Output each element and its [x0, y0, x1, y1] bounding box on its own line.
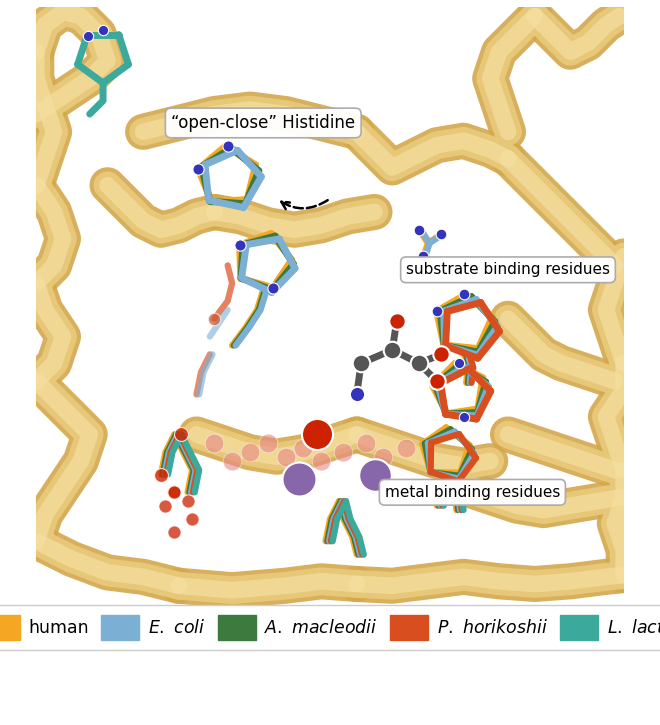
FancyArrowPatch shape	[281, 200, 327, 209]
Point	[193, 163, 203, 175]
Point	[360, 438, 371, 450]
Point	[312, 428, 322, 440]
Point	[209, 313, 220, 325]
Point	[280, 451, 291, 463]
Point	[187, 513, 197, 525]
Text: substrate binding residues: substrate binding residues	[406, 262, 610, 277]
Point	[263, 438, 273, 450]
Point	[351, 389, 362, 400]
Text: metal binding residues: metal binding residues	[385, 485, 560, 500]
Legend: human, $\it{E.\ coli}$, $\it{A.\ macleodii}$, $\it{P.\ horikoshii}$, $\it{L.\ la: human, $\it{E.\ coli}$, $\it{A.\ macleod…	[0, 605, 660, 650]
Point	[245, 447, 255, 458]
Point	[209, 438, 220, 450]
Point	[391, 315, 402, 326]
Point	[234, 239, 245, 251]
Point	[432, 376, 442, 387]
Point	[432, 305, 442, 317]
Point	[176, 428, 187, 440]
Point	[156, 468, 166, 480]
Point	[169, 486, 180, 498]
Point	[83, 30, 94, 42]
Point	[458, 288, 469, 299]
Point	[160, 500, 171, 511]
Point	[169, 486, 180, 498]
Point	[378, 451, 389, 463]
Point	[169, 526, 180, 538]
Point	[414, 357, 424, 369]
Point	[268, 282, 279, 294]
Point	[298, 442, 309, 454]
Point	[387, 344, 397, 356]
Point	[227, 455, 238, 467]
Point	[222, 141, 233, 152]
Point	[436, 349, 447, 360]
Point	[98, 24, 108, 36]
Point	[338, 447, 348, 458]
Point	[316, 455, 327, 467]
Point	[401, 442, 411, 454]
Point	[418, 251, 429, 262]
Point	[436, 228, 447, 240]
Point	[294, 473, 304, 485]
Point	[454, 357, 465, 369]
Point	[369, 468, 380, 480]
Point	[458, 411, 469, 423]
Point	[414, 224, 424, 236]
Text: “open-close” Histidine: “open-close” Histidine	[171, 114, 355, 132]
Point	[182, 495, 193, 507]
Point	[356, 357, 366, 369]
